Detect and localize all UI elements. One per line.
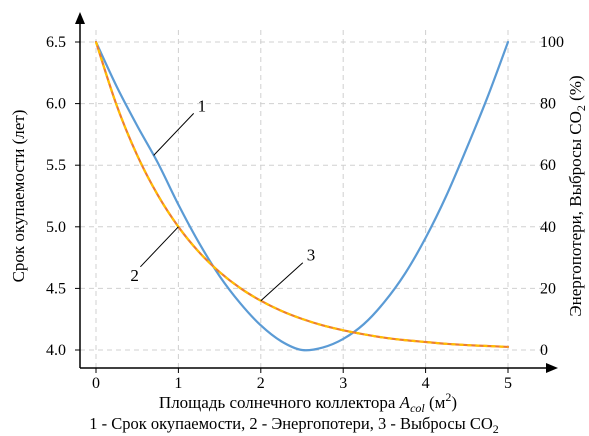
x-tick-label: 4 [422,375,430,392]
grid [80,30,548,368]
y-axis-left-title: Срок окупаемости (лет) [9,110,28,283]
x-tick-label: 1 [174,375,182,392]
y-axis-arrow [75,12,85,24]
x-tick-label: 3 [339,375,347,392]
x-tick-label: 2 [257,375,265,392]
y-left-tick-label: 6.5 [46,34,66,51]
y-right-tick-label: 60 [540,157,556,174]
y-left-tick-label: 5.5 [46,157,66,174]
y-axis-right-title: Энергопотери, Выбросы CO2 (%) [566,75,588,316]
series-group [94,40,510,352]
series-line-2 [94,40,510,349]
axes [75,12,558,373]
y-right-tick-label: 80 [540,96,556,113]
y-left-tick-label: 4.5 [46,280,66,297]
x-tick-label: 5 [504,375,512,392]
annotation-label-2: 2 [130,266,139,285]
ticks: 0 1 2 3 4 5 4.0 4.5 5.0 5.5 6.0 6.5 0 20 40 60 80 100 [46,34,564,392]
annotation-label-3: 3 [307,246,316,265]
x-axis-title: Площадь солнечного коллектора Acol (м2) [159,390,457,415]
annotation-leader-1 [153,112,195,156]
y-left-tick-label: 6.0 [46,96,66,113]
y-right-tick-label: 20 [540,280,556,297]
annotation-leader-2 [140,226,179,268]
series-line-1 [94,40,510,352]
x-tick-label: 0 [92,375,100,392]
x-axis-arrow [546,363,558,373]
legend-caption: 1 - Срок окупаемости, 2 - Энергопотери, … [89,414,499,436]
y-right-tick-label: 40 [540,219,556,236]
annotation-label-1: 1 [198,96,207,115]
y-left-tick-label: 4.0 [46,342,66,359]
y-right-tick-label: 100 [540,34,564,51]
annotation-leader-3 [260,262,304,302]
y-right-tick-label: 0 [540,342,548,359]
y-left-tick-label: 5.0 [46,219,66,236]
annotations: 1 2 3 [130,96,316,302]
